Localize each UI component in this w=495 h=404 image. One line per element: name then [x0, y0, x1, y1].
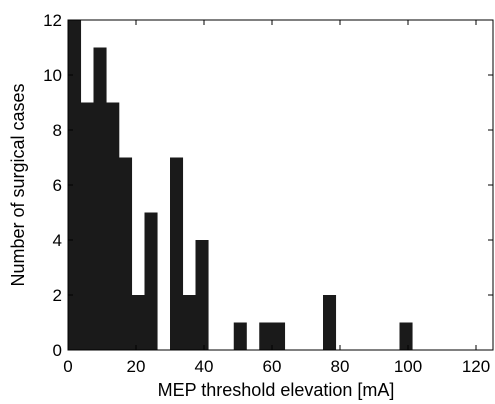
x-tick-label: 0: [63, 357, 72, 376]
y-tick-label: 10: [43, 66, 62, 85]
histogram-bar: [80, 102, 94, 350]
histogram-bar: [272, 322, 286, 350]
y-tick-label: 2: [53, 286, 62, 305]
y-tick-label: 6: [53, 176, 62, 195]
x-axis-title: MEP threshold elevation [mA]: [158, 380, 395, 400]
y-tick-label: 4: [53, 231, 62, 250]
x-tick-labels: 0 20 40 60 80 100 120: [63, 357, 490, 376]
y-tick-labels: 0 2 4 6 8 10 12: [43, 11, 62, 360]
histogram-bar: [399, 322, 413, 350]
tick-marks: [67, 19, 493, 351]
y-axis-title: Number of surgical cases: [8, 83, 28, 286]
histogram-bar: [170, 157, 184, 350]
histogram-bar: [233, 322, 247, 350]
histogram-bar: [259, 322, 273, 350]
x-tick-label: 80: [331, 357, 350, 376]
x-tick-label: 20: [127, 357, 146, 376]
histogram-bar: [195, 240, 209, 350]
y-tick-label: 0: [53, 341, 62, 360]
histogram-bar: [68, 20, 82, 350]
histogram-bar: [182, 295, 196, 350]
y-tick-label: 8: [53, 121, 62, 140]
histogram-bar: [119, 157, 133, 350]
histogram-bar: [93, 47, 107, 350]
bars-group: [68, 20, 413, 350]
histogram-bar: [144, 212, 158, 350]
x-tick-label: 120: [462, 357, 490, 376]
x-tick-label: 60: [263, 357, 282, 376]
x-tick-label: 100: [394, 357, 422, 376]
histogram-bar: [323, 295, 337, 350]
x-tick-label: 40: [195, 357, 214, 376]
histogram-bar: [106, 102, 120, 350]
y-tick-label: 12: [43, 11, 62, 30]
histogram-bar: [131, 295, 145, 350]
